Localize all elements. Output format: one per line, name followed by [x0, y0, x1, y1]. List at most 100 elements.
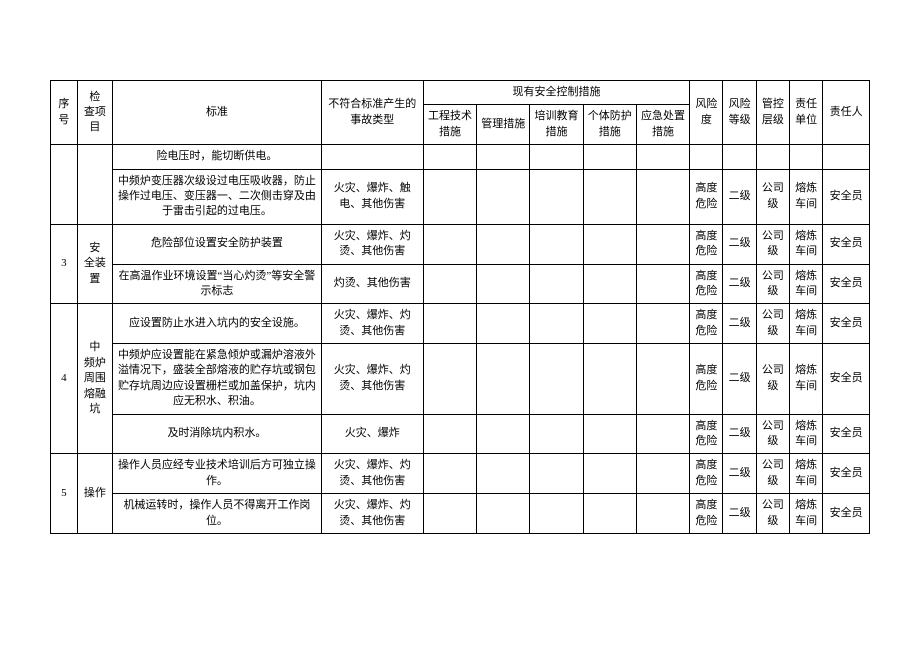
cell-ppe: [583, 344, 636, 415]
cell-emg: [636, 304, 689, 344]
cell-mgmt: [477, 145, 530, 169]
cell-acc: 火灾、爆炸、灼烫、其他伤害: [321, 494, 423, 534]
cell-edu: [530, 494, 583, 534]
cell-ppe: [583, 494, 636, 534]
cell-acc: 火灾、爆炸、灼烫、其他伤害: [321, 304, 423, 344]
cell-std: 及时消除坑内积水。: [113, 414, 322, 454]
risk-table: 序号 检 查项目 标准 不符合标准产生的事故类型 现有安全控制措施 风险度 风险…: [50, 80, 870, 534]
cell-item: [77, 145, 113, 225]
cell-unit: 熔炼车间: [790, 224, 823, 264]
cell-edu: [530, 454, 583, 494]
cell-std: 危险部位设置安全防护装置: [113, 224, 322, 264]
cell-risk: 高度危险: [690, 304, 723, 344]
cell-edu: [530, 344, 583, 415]
cell-eng: [423, 494, 476, 534]
cell-seq: [51, 145, 78, 225]
header-acc: 不符合标准产生的事故类型: [321, 81, 423, 145]
cell-acc: 灼烫、其他伤害: [321, 264, 423, 304]
table-row: 3 安 全装置 危险部位设置安全防护装置 火灾、爆炸、灼烫、其他伤害 高度危险 …: [51, 224, 870, 264]
cell-edu: [530, 169, 583, 224]
cell-eng: [423, 344, 476, 415]
cell-ctrl: 公司级: [756, 414, 789, 454]
cell-ppe: [583, 304, 636, 344]
table-header: 序号 检 查项目 标准 不符合标准产生的事故类型 现有安全控制措施 风险度 风险…: [51, 81, 870, 145]
cell-acc: 火灾、爆炸: [321, 414, 423, 454]
cell-ppe: [583, 454, 636, 494]
cell-emg: [636, 494, 689, 534]
cell-mgmt: [477, 414, 530, 454]
cell-edu: [530, 304, 583, 344]
cell-edu: [530, 414, 583, 454]
header-ctrl: 管控层级: [756, 81, 789, 145]
header-ppe: 个体防护措施: [583, 105, 636, 145]
cell-ppe: [583, 169, 636, 224]
cell-risk: 高度危险: [690, 494, 723, 534]
cell-resp: 安全员: [823, 344, 870, 415]
cell-level: 二级: [723, 454, 756, 494]
header-mgmt: 管理措施: [477, 105, 530, 145]
cell-unit: [790, 145, 823, 169]
cell-ctrl: [756, 145, 789, 169]
cell-level: 二级: [723, 304, 756, 344]
cell-unit: 熔炼车间: [790, 454, 823, 494]
header-level: 风险等级: [723, 81, 756, 145]
cell-level: 二级: [723, 494, 756, 534]
cell-unit: 熔炼车间: [790, 264, 823, 304]
cell-ctrl: 公司级: [756, 169, 789, 224]
cell-ppe: [583, 414, 636, 454]
table-body: 险电压时，能切断供电。 中频炉变压器次级设过电压吸收器，防止操作过电压、变压器一…: [51, 145, 870, 534]
table-row: 4 中 频炉 周围 熔融坑 应设置防止水进入坑内的安全设施。 火灾、爆炸、灼烫、…: [51, 304, 870, 344]
cell-mgmt: [477, 304, 530, 344]
cell-mgmt: [477, 224, 530, 264]
cell-ctrl: 公司级: [756, 224, 789, 264]
cell-level: 二级: [723, 414, 756, 454]
cell-level: [723, 145, 756, 169]
cell-eng: [423, 264, 476, 304]
table-row: 5 操作 操作人员应经专业技术培训后方可独立操作。 火灾、爆炸、灼烫、其他伤害 …: [51, 454, 870, 494]
cell-std: 中频炉变压器次级设过电压吸收器，防止操作过电压、变压器一、二次侧击穿及由于雷击引…: [113, 169, 322, 224]
cell-emg: [636, 414, 689, 454]
table-row: 中频炉应设置能在紧急倾炉或漏炉溶液外溢情况下，盛装全部熔液的贮存坑或钢包贮存坑周…: [51, 344, 870, 415]
header-emg: 应急处置措施: [636, 105, 689, 145]
cell-item: 中 频炉 周围 熔融坑: [77, 304, 113, 454]
table-row: 在高温作业环境设置“当心灼烫”等安全警示标志 灼烫、其他伤害 高度危险 二级 公…: [51, 264, 870, 304]
cell-ctrl: 公司级: [756, 344, 789, 415]
cell-std: 险电压时，能切断供电。: [113, 145, 322, 169]
header-risk: 风险度: [690, 81, 723, 145]
cell-risk: 高度危险: [690, 414, 723, 454]
cell-eng: [423, 414, 476, 454]
header-item: 检 查项目: [77, 81, 113, 145]
cell-std: 应设置防止水进入坑内的安全设施。: [113, 304, 322, 344]
cell-acc: 火灾、爆炸、灼烫、其他伤害: [321, 344, 423, 415]
cell-mgmt: [477, 494, 530, 534]
cell-unit: 熔炼车间: [790, 494, 823, 534]
cell-ctrl: 公司级: [756, 304, 789, 344]
cell-resp: 安全员: [823, 414, 870, 454]
cell-edu: [530, 224, 583, 264]
table-row: 机械运转时，操作人员不得离开工作岗位。 火灾、爆炸、灼烫、其他伤害 高度危险 二…: [51, 494, 870, 534]
cell-seq: 3: [51, 224, 78, 304]
cell-mgmt: [477, 264, 530, 304]
table-row: 及时消除坑内积水。 火灾、爆炸 高度危险 二级 公司级 熔炼车间 安全员: [51, 414, 870, 454]
cell-emg: [636, 169, 689, 224]
cell-ctrl: 公司级: [756, 494, 789, 534]
cell-emg: [636, 264, 689, 304]
cell-ppe: [583, 145, 636, 169]
cell-resp: 安全员: [823, 304, 870, 344]
header-eng: 工程技术措施: [423, 105, 476, 145]
cell-eng: [423, 145, 476, 169]
cell-emg: [636, 145, 689, 169]
cell-edu: [530, 145, 583, 169]
header-unit: 责任单位: [790, 81, 823, 145]
table-row: 中频炉变压器次级设过电压吸收器，防止操作过电压、变压器一、二次侧击穿及由于雷击引…: [51, 169, 870, 224]
cell-unit: 熔炼车间: [790, 169, 823, 224]
cell-unit: 熔炼车间: [790, 344, 823, 415]
cell-emg: [636, 454, 689, 494]
cell-risk: 高度危险: [690, 454, 723, 494]
cell-mgmt: [477, 344, 530, 415]
table-row: 险电压时，能切断供电。: [51, 145, 870, 169]
cell-resp: 安全员: [823, 494, 870, 534]
cell-resp: 安全员: [823, 169, 870, 224]
cell-ppe: [583, 224, 636, 264]
cell-emg: [636, 224, 689, 264]
